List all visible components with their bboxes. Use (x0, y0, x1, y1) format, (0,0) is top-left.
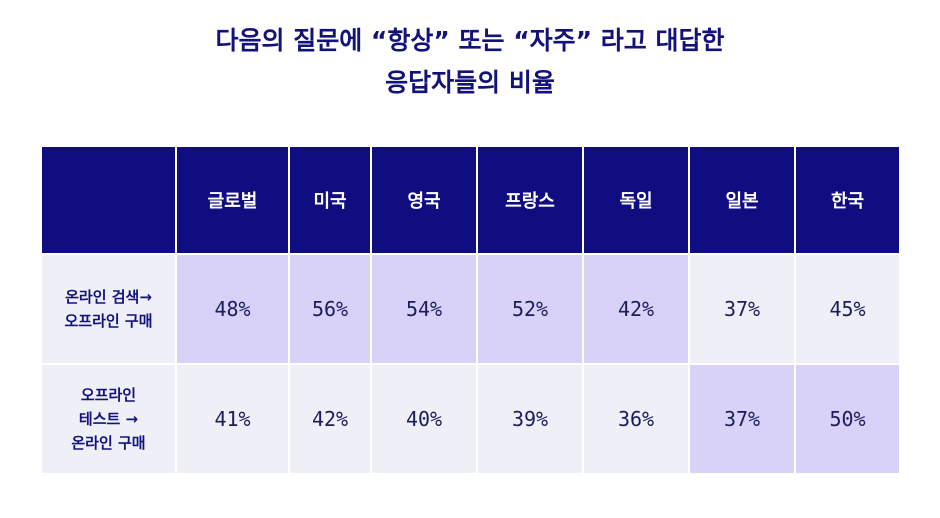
value-cell: 41% (175, 363, 290, 475)
value-cell: 45% (794, 253, 901, 365)
value-cell: 37% (688, 363, 796, 475)
value-cell: 42% (288, 363, 372, 475)
header-row: 글로벌 미국 영국 프랑스 독일 일본 한국 (40, 145, 901, 255)
table-row: 오프라인 테스트 → 온라인 구매 41% 42% 40% 39% 36% 37… (40, 363, 901, 475)
value-cell: 48% (175, 253, 290, 365)
row-label-line: 온라인 검색→ (65, 288, 152, 306)
value-cell: 37% (688, 253, 796, 365)
chart-title: 다음의 질문에 “항상” 또는 “자주” 라고 대답한 응답자들의 비율 (0, 20, 940, 104)
value-cell: 52% (476, 253, 584, 365)
column-header-uk: 영국 (370, 145, 478, 255)
column-header-global: 글로벌 (175, 145, 290, 255)
value-cell: 54% (370, 253, 478, 365)
value-cell: 40% (370, 363, 478, 475)
value-cell: 39% (476, 363, 584, 475)
row-label-offline-to-online: 오프라인 테스트 → 온라인 구매 (40, 363, 177, 475)
column-header-korea: 한국 (794, 145, 901, 255)
column-header-japan: 일본 (688, 145, 796, 255)
row-label-line: 온라인 구매 (71, 434, 146, 452)
value-cell: 42% (582, 253, 690, 365)
column-header-usa: 미국 (288, 145, 372, 255)
value-cell: 50% (794, 363, 901, 475)
comparison-table: 글로벌 미국 영국 프랑스 독일 일본 한국 온라인 검색→ 오프라인 구매 4… (40, 145, 901, 475)
value-cell: 56% (288, 253, 372, 365)
row-label-line: 테스트 → (78, 410, 139, 428)
row-label-online-to-offline: 온라인 검색→ 오프라인 구매 (40, 253, 177, 365)
table-row: 온라인 검색→ 오프라인 구매 48% 56% 54% 52% 42% 37% … (40, 253, 901, 365)
row-label-line: 오프라인 구매 (64, 312, 153, 330)
row-label-line: 오프라인 (80, 386, 137, 404)
header-corner (40, 145, 177, 255)
value-cell: 36% (582, 363, 690, 475)
column-header-france: 프랑스 (476, 145, 584, 255)
chart-title-line-1: 다음의 질문에 “항상” 또는 “자주” 라고 대답한 (215, 26, 725, 55)
column-header-germany: 독일 (582, 145, 690, 255)
chart-title-line-2: 응답자들의 비율 (385, 68, 555, 97)
